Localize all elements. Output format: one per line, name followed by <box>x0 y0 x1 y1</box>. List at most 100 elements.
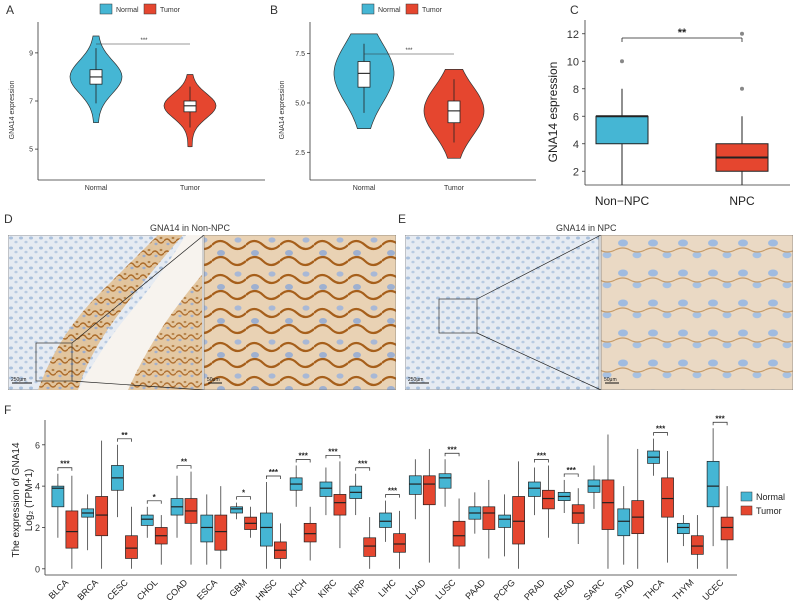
panel-f-xlabels: BLCA BRCA CESC CHOL COAD ESCA GBM HNSC KICH KIRC K… <box>47 577 726 603</box>
box-normal <box>357 61 371 88</box>
sig-bracket <box>385 494 400 498</box>
panel-a-xtick-tumor: Tumor <box>180 185 201 192</box>
sig-bracket <box>325 454 341 459</box>
panel-a-xtick-normal: Normal <box>85 185 108 192</box>
xtick-gbm: GBM <box>227 577 249 599</box>
box-ucec-tumor <box>720 516 734 541</box>
sig-bracket <box>236 496 251 500</box>
xtick-read: READ <box>552 577 577 602</box>
legend-normal-swatch <box>361 3 375 15</box>
box-luad-normal <box>408 475 422 495</box>
sig-bracket <box>653 432 668 436</box>
panel-e-scale-left: 250μm <box>408 377 423 383</box>
panel-b-sig: *** <box>405 48 413 54</box>
xtick-lihc: LIHC <box>376 577 398 599</box>
sig-label: *** <box>358 460 368 469</box>
box-0 <box>595 115 649 145</box>
ytick-label: 9 <box>29 50 33 57</box>
outlier-point <box>740 86 744 91</box>
ytick-label: 10 <box>567 56 579 68</box>
panel-e-roi-box <box>438 298 478 334</box>
sig-bracket <box>444 452 460 457</box>
box-pcpg-normal <box>498 514 511 528</box>
legend-tumor-label: Tumor <box>756 506 782 516</box>
ytick-label: 7 <box>29 99 33 106</box>
sig-label: * <box>153 493 157 502</box>
panel-a-ylabel: GNA14 expression <box>9 81 16 140</box>
panel-f-yticks: 0 2 4 6 <box>35 440 45 574</box>
xtick-kirc: KIRC <box>316 577 339 600</box>
sig-bracket <box>266 475 281 479</box>
panel-f-letter: F <box>4 403 11 417</box>
box-prad-tumor <box>542 489 555 510</box>
box-cesc-tumor <box>125 535 138 559</box>
xtick-stad: STAD <box>613 577 637 601</box>
ytick-label: 5.0 <box>295 100 305 107</box>
panel-b-legend: Normal Tumor <box>361 3 443 15</box>
box-kirc-tumor <box>333 494 347 516</box>
sig-label: *** <box>715 414 725 423</box>
sig-bracket <box>295 459 311 463</box>
panel-f-boxplot: F The expression of GNA14 Log₂ (TPM+1) 0… <box>4 403 785 603</box>
xtick-pcpg: PCPG <box>492 577 517 602</box>
xtick-kich: KICH <box>286 577 308 599</box>
panel-d-scale-left: 250μm <box>11 377 26 383</box>
panel-a-yticks: 5 7 9 <box>29 50 38 154</box>
legend-normal-swatch <box>740 491 753 502</box>
legend-normal-label: Normal <box>116 7 139 14</box>
box-read-tumor <box>571 504 585 524</box>
ytick-label: 12 <box>567 29 579 41</box>
box-thym-tumor <box>690 535 704 555</box>
box-pcpg-tumor <box>512 496 525 545</box>
sig-bracket <box>57 467 73 471</box>
panel-e-scale-right: 50μm <box>604 377 617 383</box>
box-lusc-tumor <box>452 520 466 547</box>
panel-c-xtick-npc: NPC <box>729 194 755 208</box>
box-lihc-normal <box>379 512 392 528</box>
xtick-coad: COAD <box>164 577 190 603</box>
box-blca-normal <box>51 485 65 508</box>
panel-b-letter: B <box>270 3 278 17</box>
sig-bracket <box>534 459 549 463</box>
panel-e-zoom-image <box>600 235 793 390</box>
sig-bracket <box>712 421 728 426</box>
panel-c-xtick-non-npc: Non−NPC <box>595 194 650 208</box>
outlier-point <box>620 59 624 64</box>
ytick-label: 8 <box>573 84 579 96</box>
box-gbm-normal <box>230 506 243 514</box>
box-tumor <box>447 100 461 124</box>
legend-normal-label: Normal <box>378 7 401 14</box>
xtick-blca: BLCA <box>47 577 71 601</box>
panel-c-ylabel: GNA14 espression <box>546 62 560 163</box>
box-thym-normal <box>676 522 690 535</box>
sig-bracket <box>563 473 579 477</box>
panel-e-letter: E <box>398 212 407 226</box>
ytick-label: 5 <box>29 147 33 154</box>
outlier-point <box>740 31 744 36</box>
ytick-label: 4 <box>573 139 579 151</box>
sig-label: *** <box>328 447 338 456</box>
xtick-thca: THCA <box>642 577 666 601</box>
xtick-kirp: KIRP <box>346 577 368 599</box>
xtick-esca: ESCA <box>195 577 219 601</box>
legend-normal-label: Normal <box>756 492 785 502</box>
panel-b-violins <box>333 33 485 159</box>
panel-e-title: GNA14 in NPC <box>556 223 617 233</box>
sig-bracket <box>355 467 371 471</box>
box-tumor <box>183 100 197 113</box>
legend-tumor-swatch <box>143 3 157 15</box>
panel-b-ylabel: GNA14 expression <box>279 81 286 140</box>
sig-bracket <box>176 465 192 469</box>
box-lusc-normal <box>438 473 452 489</box>
xtick-ucec: UCEC <box>700 577 725 602</box>
sig-label: *** <box>269 468 279 477</box>
panel-c-letter: C <box>570 3 579 17</box>
xtick-chol: CHOL <box>135 577 160 602</box>
box-esca-normal <box>200 514 214 543</box>
legend-tumor-label: Tumor <box>160 7 181 14</box>
panel-b-xtick-tumor: Tumor <box>444 185 465 192</box>
ytick-label: 2 <box>35 523 40 533</box>
ytick-label: 7.5 <box>295 51 305 58</box>
ytick-label: 2.5 <box>295 150 305 157</box>
panel-d-letter: D <box>4 212 13 226</box>
